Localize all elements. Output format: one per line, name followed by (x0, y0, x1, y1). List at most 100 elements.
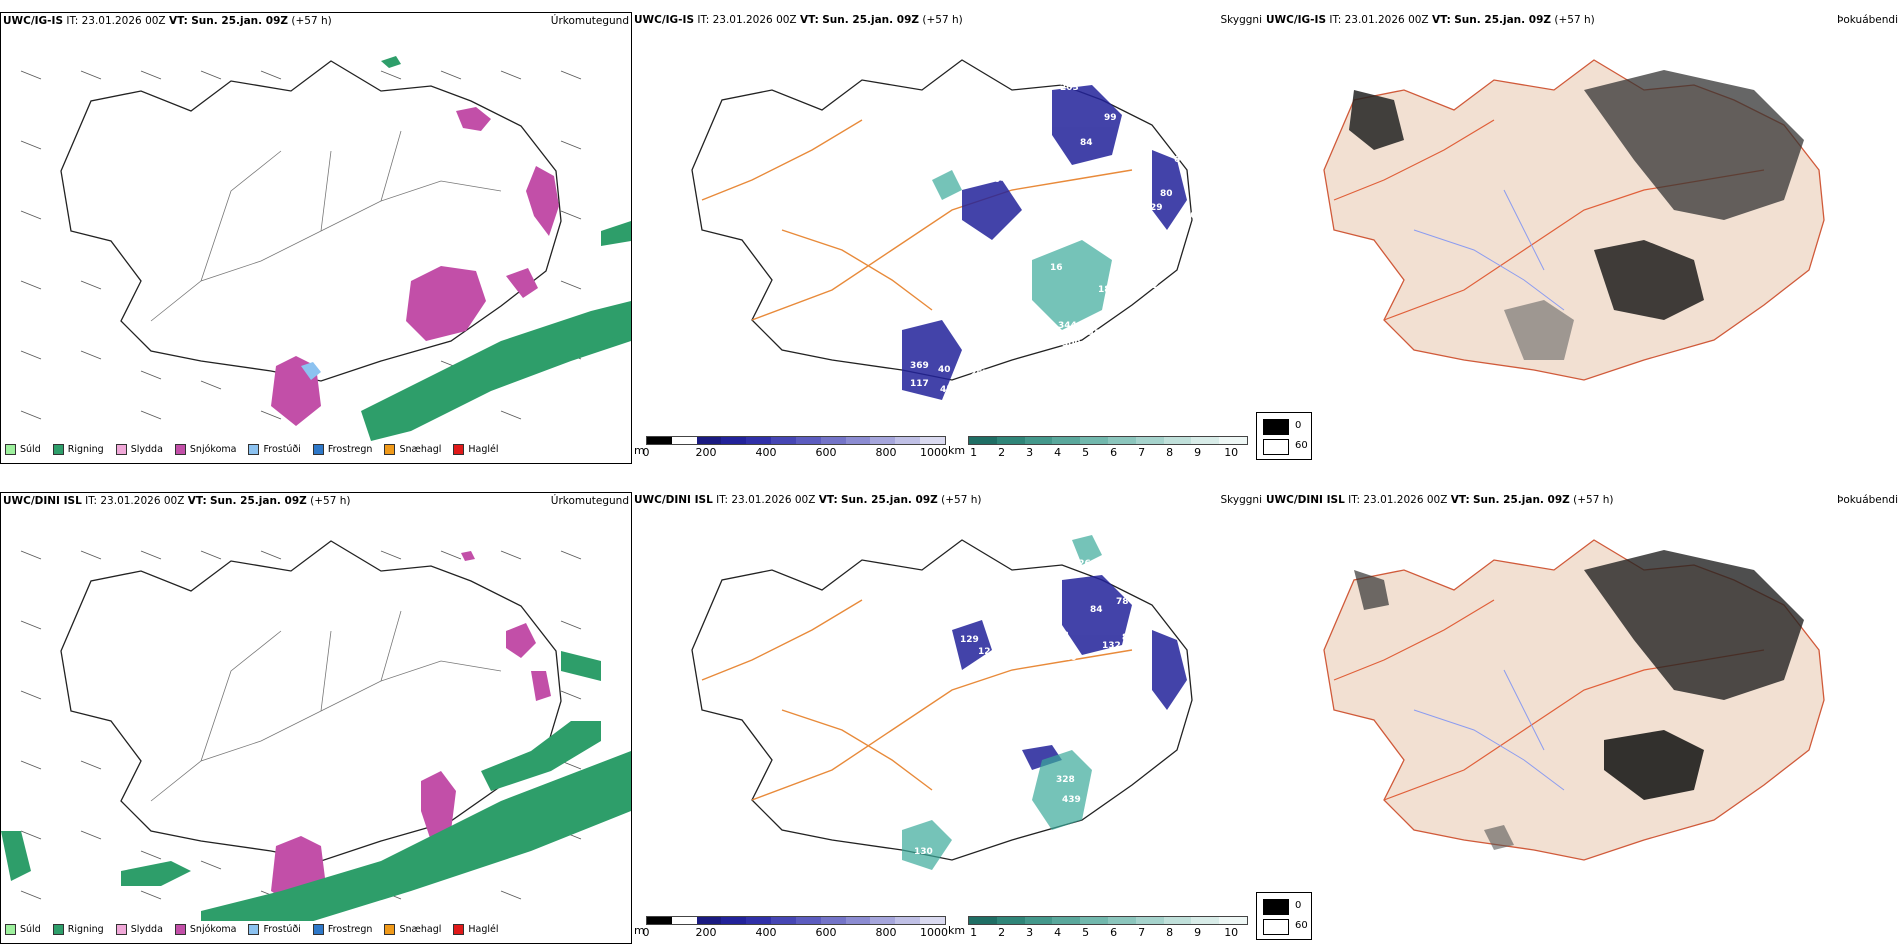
precip-map-top (20, 56, 631, 441)
swatch (174, 443, 186, 455)
color-cell (996, 437, 1025, 444)
fog-low-label: 60 (1295, 440, 1308, 451)
color-cell (870, 437, 896, 444)
precip-panel-top: UWC/IG-IS IT: 23.01.2026 00Z VT: Sun. 25… (0, 12, 632, 464)
legend-item: Súld (5, 443, 41, 455)
roads (701, 119, 1133, 321)
color-cell (845, 437, 871, 444)
visibility-ticks: 1 2 3 4 5 6 7 8 9 10 (968, 925, 1248, 939)
legend-item: Súld (5, 923, 41, 935)
it-value: 23.01.2026 00Z (81, 15, 166, 27)
ceiling-color-cells (646, 436, 946, 445)
visibility-color-cells (968, 916, 1248, 925)
tick-label: 2 (998, 446, 1006, 459)
legend-label: Snjókoma (189, 923, 237, 935)
ceiling-value: 84 (1090, 605, 1103, 615)
fog-high-swatch (1263, 419, 1289, 435)
ceiling-values: 126 84 78 31 129 12 128 26 132 10 87 97 … (914, 559, 1179, 883)
lead-time: (+57 h) (291, 15, 332, 27)
color-cell (671, 917, 697, 924)
ceiling-value: 132 (1102, 641, 1121, 651)
ceiling-value: 328 (1056, 775, 1075, 785)
ceiling-value: 102 (1140, 281, 1159, 291)
ceiling-value: 40 (938, 365, 951, 375)
fog-areas (1354, 550, 1804, 850)
tick-label: 1 (970, 446, 978, 459)
color-cell (969, 917, 997, 924)
ceiling-value: 31 (1166, 611, 1179, 621)
it-label: IT: (1348, 494, 1361, 506)
color-cell (845, 917, 871, 924)
it-label: IT: (716, 494, 729, 506)
ceiling-value: 63 (1026, 231, 1039, 241)
ceiling-ticks: 0 200 400 600 800 1000 (643, 925, 949, 939)
wind-barbs (20, 70, 582, 420)
tick-label: 2 (998, 926, 1006, 939)
color-cell (969, 437, 997, 444)
ceiling-value: 60 (1174, 155, 1187, 165)
vt-label: VT: (1450, 494, 1470, 506)
it-label: IT: (1329, 14, 1342, 26)
fog-high-swatch (1263, 899, 1289, 915)
precip-header-top: UWC/IG-IS IT: 23.01.2026 00Z VT: Sun. 25… (3, 15, 629, 31)
model-name: UWC/DINI ISL (634, 494, 713, 506)
fog-low-swatch (1263, 439, 1289, 455)
ceiling-value: 78 (1116, 597, 1129, 607)
visibility-color-cells (968, 436, 1248, 445)
fog-areas (1349, 70, 1804, 360)
ceiling-value: 12 (978, 647, 991, 657)
legend-label: Súld (20, 923, 41, 935)
precip-map-bottom (1, 540, 631, 921)
color-cell (895, 437, 921, 444)
ceiling-value: 32 (766, 99, 779, 109)
legend-label: Rigning (67, 923, 104, 935)
tick-label: 6 (1110, 446, 1118, 459)
cloud-header-top: UWC/IG-IS IT: 23.01.2026 00Z VT: Sun. 25… (634, 14, 1262, 30)
panel-title: Skyggni (1220, 494, 1263, 506)
visibility-unit: km (948, 444, 966, 457)
ceiling-value: 96 (1122, 135, 1135, 145)
rivers (1413, 669, 1565, 791)
color-cell (920, 917, 945, 924)
legend-label: Slydda (130, 923, 163, 935)
model-name: UWC/IG-IS (1266, 14, 1327, 26)
it-value: 23.01.2026 00Z (731, 494, 816, 506)
ceiling-value: 126 (1072, 559, 1091, 569)
legend-label: Rigning (67, 443, 104, 455)
fog-high-label: 0 (1295, 420, 1302, 431)
legend-item: Frostúði (248, 443, 301, 455)
lead-time: (+57 h) (1554, 14, 1595, 26)
color-cell (1107, 917, 1136, 924)
color-cell (820, 437, 846, 444)
swatch (384, 923, 396, 935)
ceiling-value: 45 (940, 385, 953, 395)
tick-label: 5 (1082, 926, 1090, 939)
ceiling-unit: m (634, 924, 645, 937)
ceiling-value: 124 (1122, 695, 1141, 705)
swatch (312, 923, 324, 935)
visibility-colorbar-bottom: km 1 2 3 4 5 6 7 8 9 10 (948, 916, 1248, 939)
it-value: 23.01.2026 00Z (712, 14, 797, 26)
model-name: UWC/IG-IS (3, 15, 64, 27)
swatch (453, 923, 465, 935)
ceiling-value: 203 (1060, 83, 1079, 93)
color-cell (895, 917, 921, 924)
swatch (115, 923, 127, 935)
legend-item: Haglél (453, 923, 499, 935)
iceland-coastline (60, 60, 562, 382)
lead-time: (+57 h) (941, 494, 982, 506)
ceiling-ticks: 0 200 400 600 800 1000 (643, 445, 949, 459)
visibility-unit: km (948, 924, 966, 937)
panel-title: Skyggni (1220, 14, 1263, 26)
ceiling-value: 94 (1144, 249, 1157, 259)
color-cell (1135, 437, 1164, 444)
color-cell (795, 437, 821, 444)
model-name: UWC/IG-IS (634, 14, 695, 26)
fog-header-bottom: UWC/DINI ISL IT: 23.01.2026 00Z VT: Sun.… (1266, 494, 1898, 510)
vt-value: Sun. 25.jan. 09Z (1473, 494, 1570, 506)
ceiling-value: 40 (1084, 749, 1097, 759)
legend-label: Haglél (468, 443, 499, 455)
color-cell (647, 917, 672, 924)
tick-label: 200 (695, 926, 717, 939)
ceiling-value: 458 (1088, 329, 1107, 339)
